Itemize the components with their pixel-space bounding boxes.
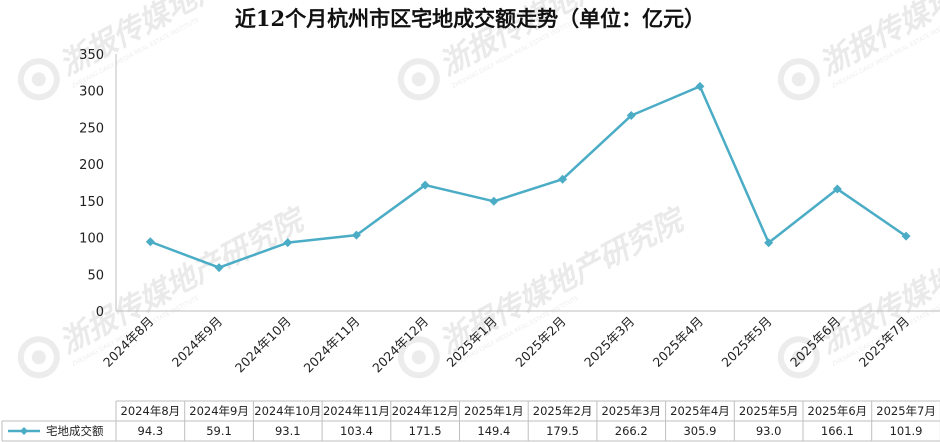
series-line <box>149 85 907 269</box>
watermark-logo-dot-icon <box>791 72 806 87</box>
table-value-cell: 171.5 <box>409 424 442 438</box>
table-header-cell: 2025年6月 <box>808 404 868 418</box>
table-header-cell: 2025年2月 <box>533 404 593 418</box>
data-point <box>558 174 568 184</box>
table-header-cell: 2024年10月 <box>254 404 321 418</box>
data-point <box>901 231 911 241</box>
y-tick-label: 150 <box>79 195 104 210</box>
watermark-logo-icon <box>397 58 440 101</box>
table-value-cell: 94.3 <box>138 424 164 438</box>
data-point <box>832 184 842 194</box>
watermark-logo-dot-icon <box>411 72 426 87</box>
y-tick-label: 0 <box>96 305 104 320</box>
x-tick-label: 2024年9月 <box>169 314 225 370</box>
watermark-logo-icon <box>777 58 820 101</box>
y-tick-label: 50 <box>87 268 104 283</box>
legend-marker-icon <box>20 427 28 435</box>
legend-label: 宅地成交额 <box>46 424 104 438</box>
watermark-logo-dot-icon <box>411 350 426 365</box>
table-header-cell: 2024年9月 <box>189 404 249 418</box>
table-value-cell: 101.9 <box>890 424 923 438</box>
table-value-cell: 166.1 <box>821 424 854 438</box>
data-point <box>489 196 499 206</box>
y-tick-label: 200 <box>79 158 104 173</box>
watermark-logo-dot-icon <box>31 350 46 365</box>
x-tick-label: 2025年4月 <box>650 314 706 370</box>
x-tick-label: 2025年3月 <box>581 314 637 370</box>
data-point <box>626 111 636 121</box>
plot-area <box>145 81 911 273</box>
data-table: 2024年8月 2024年9月 2024年10月 2024年11月 2024年12月 20… <box>1 400 940 442</box>
watermark-logo-icon <box>17 58 60 101</box>
x-tick-label: 2025年5月 <box>718 314 774 370</box>
table-header-cell: 2024年11月 <box>323 404 390 418</box>
watermark-logo-icon <box>777 336 820 379</box>
data-point <box>214 263 224 273</box>
table-header-cell: 2025年5月 <box>739 404 799 418</box>
data-point <box>695 81 705 91</box>
table-header-cell: 2025年1月 <box>464 404 524 418</box>
y-axis: 0 50 100 150 200 250 300 350 <box>79 48 117 320</box>
table-value-cell: 149.4 <box>477 424 510 438</box>
y-tick-label: 300 <box>79 85 104 100</box>
table-header-cell: 2024年12月 <box>392 404 459 418</box>
watermark-logo-dot-icon <box>791 350 806 365</box>
x-tick-label: 2024年10月 <box>232 314 294 376</box>
data-point <box>420 180 430 190</box>
data-point <box>145 237 155 247</box>
chart-title: 近12个月杭州市区宅地成交额走势（单位：亿元） <box>235 6 705 31</box>
table-value-cell: 93.1 <box>275 424 301 438</box>
table-header-cell: 2025年4月 <box>670 404 730 418</box>
watermark-logo-icon <box>17 336 60 379</box>
table-header-cell: 2024年8月 <box>121 404 181 418</box>
watermark-logo-dot-icon <box>31 72 46 87</box>
table-value-cell: 179.5 <box>546 424 579 438</box>
table-value-cell: 103.4 <box>340 424 373 438</box>
x-tick-label: 2024年11月 <box>301 314 363 376</box>
data-point <box>351 230 361 240</box>
y-tick-label: 350 <box>79 48 104 63</box>
table-value-cell: 93.0 <box>756 424 782 438</box>
table-header-cell: 2025年3月 <box>601 404 661 418</box>
watermark-logo-icon <box>397 336 440 379</box>
table-value-cell: 266.2 <box>615 424 648 438</box>
table-value-cell: 59.1 <box>206 424 232 438</box>
y-tick-label: 100 <box>79 232 104 247</box>
table-header-cell: 2025年7月 <box>876 404 936 418</box>
data-point <box>283 238 293 248</box>
table-value-cell: 305.9 <box>683 424 716 438</box>
data-point <box>764 238 774 248</box>
y-tick-label: 250 <box>79 121 104 136</box>
